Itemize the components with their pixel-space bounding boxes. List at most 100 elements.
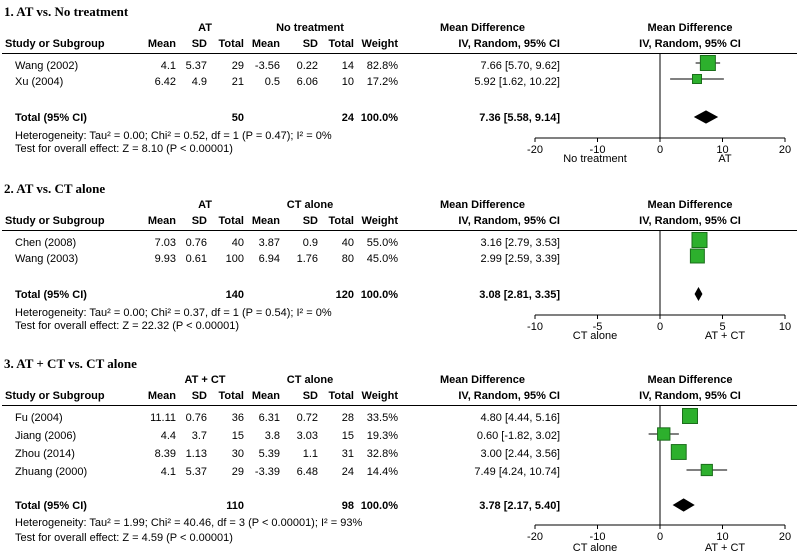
- mean1: 7.03: [154, 237, 176, 249]
- x-tick-label: -10: [590, 144, 606, 156]
- total1: 21: [231, 76, 244, 88]
- total2: 10: [341, 76, 354, 88]
- study-name: Wang (2003): [15, 253, 79, 265]
- study-name: Chen (2008): [15, 237, 77, 249]
- col-mean2: Mean: [251, 215, 280, 227]
- total-label: Total (95% CI): [15, 289, 87, 301]
- col-study: Study or Subgroup: [5, 215, 105, 227]
- study-name: Wang (2002): [15, 60, 79, 72]
- total1: 100: [225, 253, 244, 265]
- col-ci: IV, Random, 95% CI: [458, 38, 560, 50]
- total-weight: 100.0%: [360, 112, 398, 124]
- plot-header: Mean Difference: [647, 374, 733, 386]
- x-tick-label: 10: [716, 531, 728, 543]
- group1-header: AT + CT: [184, 374, 226, 386]
- favours-left-label: CT alone: [572, 542, 618, 554]
- pooled-diamond: [672, 498, 695, 512]
- effect-header: Mean Difference: [440, 374, 525, 386]
- weight: 55.0%: [366, 237, 398, 249]
- total1: 36: [231, 412, 244, 424]
- col-study: Study or Subgroup: [5, 390, 105, 402]
- total-n1: 110: [226, 500, 244, 512]
- ci-text: 4.80 [4.44, 5.16]: [480, 412, 560, 424]
- total-ci-text: 7.36 [5.58, 9.14]: [479, 112, 560, 124]
- study-name: Zhuang (2000): [15, 466, 88, 478]
- group1-header: AT: [198, 199, 212, 211]
- forest-panel-2: 2. AT vs. CT alone AT CT alone Mean Diff…: [0, 177, 800, 347]
- study-marker: [700, 463, 713, 477]
- effect-header: Mean Difference: [440, 22, 525, 34]
- plot-subheader: IV, Random, 95% CI: [639, 215, 741, 227]
- weight: 14.4%: [366, 466, 398, 478]
- col-ci: IV, Random, 95% CI: [458, 215, 560, 227]
- panel-title: 2. AT vs. CT alone: [4, 181, 106, 196]
- study-name: Jiang (2006): [15, 430, 77, 442]
- x-tick-label: 10: [779, 321, 791, 333]
- col-mean2: Mean: [251, 38, 280, 50]
- sd2: 1.1: [302, 448, 318, 460]
- mean1: 9.93: [154, 253, 176, 265]
- total-n2: 120: [335, 289, 354, 301]
- study-name: Fu (2004): [15, 412, 63, 424]
- sd2: 6.06: [296, 76, 318, 88]
- total1: 29: [231, 60, 244, 72]
- sd1: 5.37: [185, 466, 207, 478]
- group2-header: CT alone: [286, 199, 334, 211]
- mean2: 6.94: [258, 253, 280, 265]
- forest-plot: -10 -5 0 5 10: [527, 230, 791, 333]
- col-total1: Total: [218, 38, 244, 50]
- total-label: Total (95% CI): [15, 500, 87, 512]
- favours-right-label: AT: [718, 153, 732, 165]
- study-marker: [657, 427, 671, 441]
- total-label: Total (95% CI): [15, 112, 87, 124]
- forest-panel-1: 1. AT vs. No treatment AT No treatment M…: [0, 0, 800, 170]
- x-tick-label: 0: [657, 531, 663, 543]
- study-name: Xu (2004): [15, 76, 64, 88]
- study-marker: [691, 232, 708, 248]
- sd2: 3.03: [296, 430, 318, 442]
- plot-subheader: IV, Random, 95% CI: [639, 38, 741, 50]
- col-weight: Weight: [361, 215, 398, 227]
- col-total1: Total: [218, 215, 244, 227]
- sd2: 0.72: [296, 412, 318, 424]
- weight: 17.2%: [366, 76, 398, 88]
- study-marker: [682, 408, 698, 424]
- forest-panel-3: 3. AT + CT vs. CT alone AT + CT CT alone…: [0, 352, 800, 559]
- mean2: 3.87: [258, 237, 280, 249]
- col-study: Study or Subgroup: [5, 38, 105, 50]
- x-tick-label: 20: [779, 531, 791, 543]
- ci-text: 5.92 [1.62, 10.22]: [474, 76, 560, 88]
- study-marker: [699, 55, 716, 71]
- col-total2: Total: [328, 390, 354, 402]
- favours-right-label: AT + CT: [704, 330, 746, 342]
- sd1: 0.76: [185, 237, 207, 249]
- ci-text: 2.99 [2.59, 3.39]: [480, 253, 560, 265]
- x-tick-label: 20: [779, 144, 791, 156]
- group2-header: CT alone: [286, 374, 334, 386]
- x-tick-label: 10: [716, 144, 728, 156]
- x-tick-label: 0: [657, 321, 663, 333]
- total-n1: 140: [225, 289, 244, 301]
- mean1: 4.1: [160, 466, 176, 478]
- col-sd1: SD: [191, 38, 207, 50]
- total2: 15: [341, 430, 354, 442]
- mean2: -3.56: [254, 60, 280, 72]
- col-ci: IV, Random, 95% CI: [458, 390, 560, 402]
- total1: 29: [231, 466, 244, 478]
- total2: 14: [341, 60, 354, 72]
- total-weight: 100.0%: [360, 289, 398, 301]
- total2: 80: [341, 253, 354, 265]
- total-ci-text: 3.08 [2.81, 3.35]: [479, 289, 560, 301]
- col-weight: Weight: [361, 38, 398, 50]
- weight: 33.5%: [366, 412, 398, 424]
- sd2: 1.76: [296, 253, 318, 265]
- col-sd2: SD: [302, 38, 318, 50]
- col-mean1: Mean: [147, 390, 176, 402]
- weight: 45.0%: [366, 253, 398, 265]
- mean2: 5.39: [258, 448, 280, 460]
- pooled-diamond: [694, 286, 703, 302]
- total-n2: 98: [341, 500, 354, 512]
- panel-title: 1. AT vs. No treatment: [4, 4, 129, 19]
- mean1: 11.11: [150, 412, 176, 424]
- total2: 40: [341, 237, 354, 249]
